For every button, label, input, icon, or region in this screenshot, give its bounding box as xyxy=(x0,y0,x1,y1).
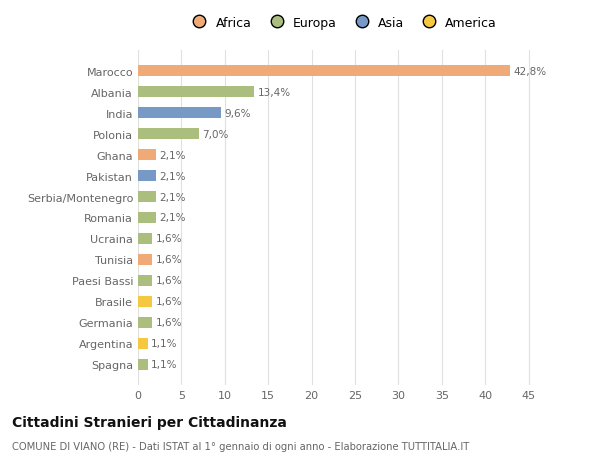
Bar xyxy=(138,296,152,308)
Text: 1,6%: 1,6% xyxy=(155,255,182,265)
Bar xyxy=(138,66,509,77)
Text: COMUNE DI VIANO (RE) - Dati ISTAT al 1° gennaio di ogni anno - Elaborazione TUTT: COMUNE DI VIANO (RE) - Dati ISTAT al 1° … xyxy=(12,441,469,451)
Bar xyxy=(138,191,156,203)
Bar xyxy=(138,170,156,182)
Text: 1,6%: 1,6% xyxy=(155,276,182,286)
Bar xyxy=(138,275,152,286)
Bar xyxy=(138,233,152,245)
Text: 42,8%: 42,8% xyxy=(513,67,546,77)
Text: 2,1%: 2,1% xyxy=(160,213,186,223)
Text: 1,6%: 1,6% xyxy=(155,318,182,328)
Text: 1,1%: 1,1% xyxy=(151,339,178,349)
Bar xyxy=(138,87,254,98)
Text: 2,1%: 2,1% xyxy=(160,171,186,181)
Bar xyxy=(138,359,148,370)
Text: 13,4%: 13,4% xyxy=(258,87,291,97)
Text: 2,1%: 2,1% xyxy=(160,150,186,160)
Bar xyxy=(138,150,156,161)
Text: Cittadini Stranieri per Cittadinanza: Cittadini Stranieri per Cittadinanza xyxy=(12,415,287,429)
Bar xyxy=(138,107,221,119)
Text: 1,6%: 1,6% xyxy=(155,297,182,307)
Text: 2,1%: 2,1% xyxy=(160,192,186,202)
Legend: Africa, Europa, Asia, America: Africa, Europa, Asia, America xyxy=(187,17,497,29)
Bar xyxy=(138,212,156,224)
Text: 1,1%: 1,1% xyxy=(151,359,178,369)
Bar xyxy=(138,338,148,349)
Text: 9,6%: 9,6% xyxy=(225,108,251,118)
Text: 7,0%: 7,0% xyxy=(202,129,229,139)
Text: 1,6%: 1,6% xyxy=(155,234,182,244)
Bar xyxy=(138,317,152,329)
Bar xyxy=(138,129,199,140)
Bar xyxy=(138,254,152,266)
